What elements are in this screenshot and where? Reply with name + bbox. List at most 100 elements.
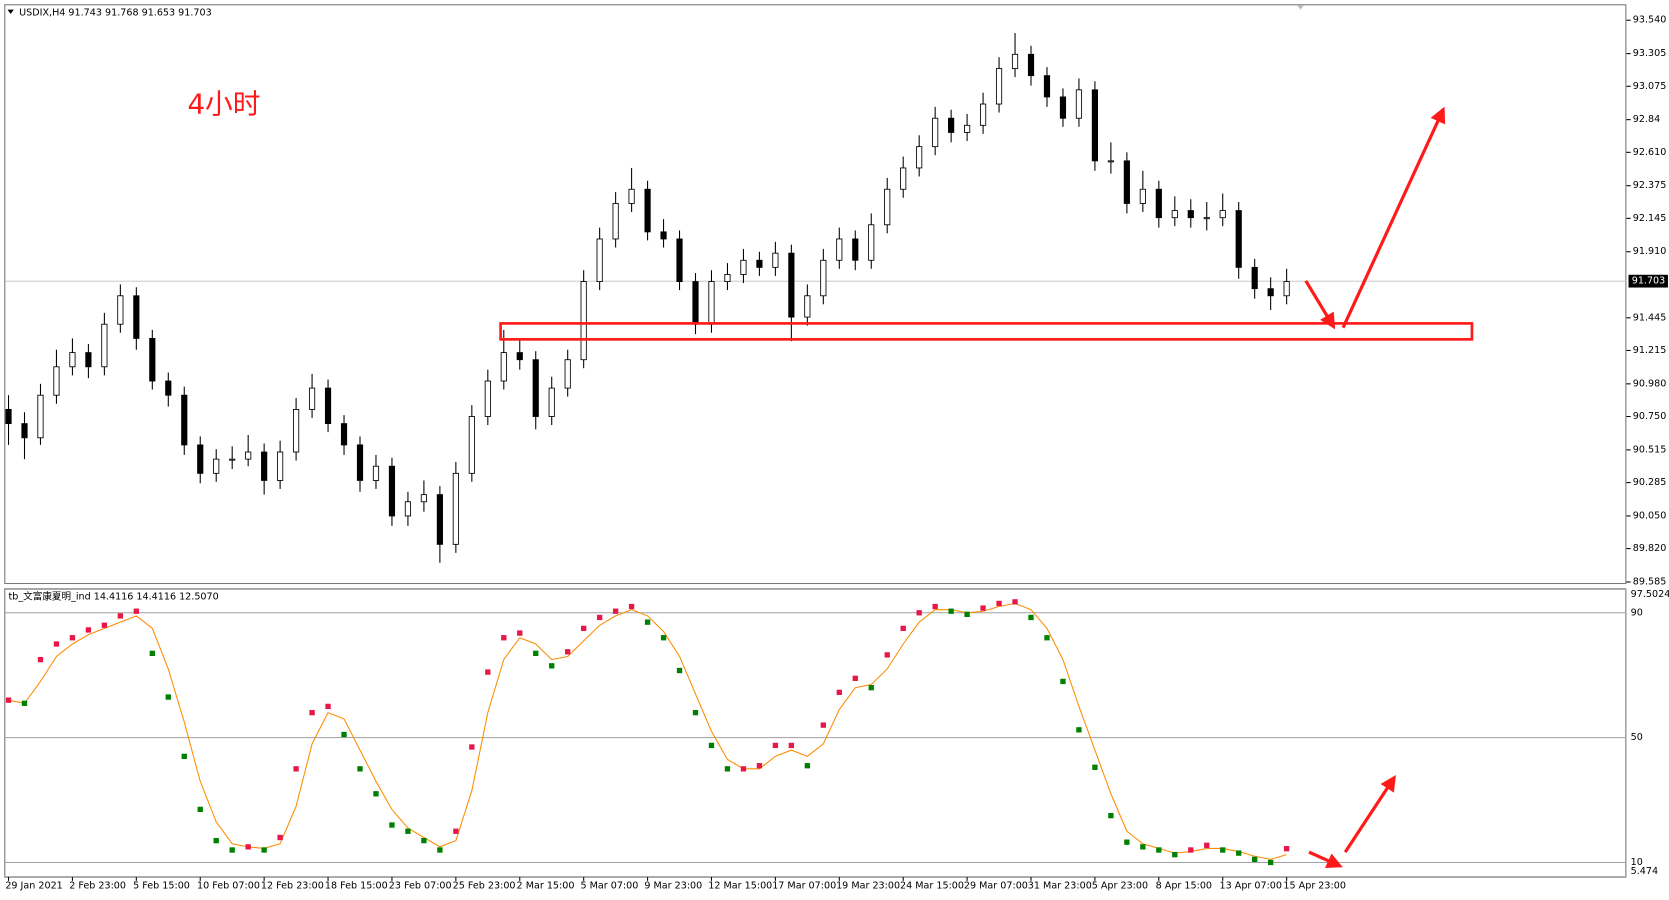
indicator-dot	[628, 603, 635, 610]
indicator-dot	[277, 834, 283, 841]
indicator-dot	[1252, 856, 1258, 863]
candle-body	[1091, 89, 1099, 162]
y-tick-label: 92.610	[1633, 147, 1667, 158]
indicator-dot	[437, 847, 443, 853]
main-header: USDIX,H4 91.743 91.768 91.653 91.703	[19, 7, 212, 18]
candle-body	[229, 458, 236, 461]
x-tick-label: 19 Mar 23:00	[836, 881, 900, 892]
candle-body	[340, 423, 348, 446]
indicator-dot	[1044, 635, 1050, 641]
candle-body	[484, 380, 491, 417]
candle-body	[660, 231, 667, 240]
candle-body	[676, 238, 683, 283]
candle-body	[1043, 75, 1051, 98]
x-tick-label: 12 Feb 23:00	[261, 881, 324, 892]
indicator-dot	[5, 697, 12, 703]
candle-body	[372, 465, 380, 481]
candle-body	[1011, 53, 1019, 69]
candle-body	[5, 408, 12, 425]
indicator-dot	[852, 675, 858, 681]
candle-body	[308, 387, 316, 410]
candle-body	[836, 238, 843, 261]
candle-body	[1123, 160, 1130, 204]
y-tick-label: 91.910	[1633, 246, 1667, 257]
candle-body	[820, 259, 827, 297]
y-tick-label: 90.515	[1633, 444, 1667, 455]
indicator-dot	[1076, 727, 1082, 733]
indicator-dot	[245, 844, 251, 850]
y-tick-label: 91.445	[1633, 312, 1667, 323]
signal-line	[8, 602, 1287, 860]
indicator-dot	[357, 766, 363, 772]
indicator-header: tb_文富康夏明_ind 14.4116 14.4116 12.5070	[9, 590, 219, 602]
indicator-dot	[1267, 859, 1274, 866]
x-tick-label: 9 Mar 23:00	[644, 881, 702, 892]
indicator-dot	[149, 650, 155, 657]
candle-body	[420, 494, 427, 503]
indicator-dot	[485, 669, 491, 675]
y-tick-label: 91.215	[1633, 345, 1667, 356]
indicator-dot	[69, 635, 76, 641]
candle-body	[724, 274, 731, 283]
indicator-dot	[37, 656, 44, 663]
candle-body	[277, 451, 284, 481]
y-tick-label: 90.750	[1633, 411, 1667, 422]
y-tick-label: 89.585	[1633, 576, 1667, 587]
y-tick-label: 90.050	[1633, 510, 1667, 521]
candle-body	[1139, 188, 1146, 204]
indicator-dot	[293, 766, 299, 772]
candle-body	[404, 501, 412, 517]
indicator-dot	[612, 608, 619, 614]
candle-body	[85, 352, 92, 368]
y-tick-label: 93.305	[1633, 48, 1667, 59]
indicator-dot	[165, 694, 171, 700]
indicator-dot	[1012, 599, 1018, 605]
candle-body	[772, 252, 779, 268]
indicator-dot	[996, 600, 1002, 607]
indicator-dot	[341, 731, 347, 738]
arrow-down	[1304, 280, 1336, 330]
indicator-arrow-down	[1308, 850, 1343, 869]
candle-body	[1171, 210, 1178, 219]
candle-body	[708, 281, 715, 325]
candle-body	[596, 238, 603, 283]
indicator-dot	[692, 709, 699, 716]
x-tick-label: 25 Feb 23:00	[453, 881, 516, 892]
y-tick-label: 10	[1631, 857, 1643, 868]
candle-body	[436, 494, 443, 545]
candle-body	[612, 203, 619, 240]
candle-body	[1155, 188, 1162, 219]
indicator-dot	[820, 722, 826, 728]
candle-body	[995, 68, 1003, 105]
x-tick-label: 12 Mar 15:00	[708, 881, 772, 892]
y-tick-label: 97.5024	[1631, 589, 1669, 600]
candle-body	[261, 451, 268, 481]
candle-body	[468, 416, 475, 474]
candle-body	[868, 224, 875, 261]
candle-body	[69, 352, 76, 368]
candle-body	[53, 366, 60, 396]
indicator-dot	[469, 744, 475, 750]
candle-body	[548, 387, 555, 417]
indicator-dot	[644, 619, 651, 625]
indicator-dot	[900, 625, 906, 632]
indicator-dot	[565, 649, 571, 655]
indicator-dot	[197, 806, 203, 813]
indicator-dot	[1172, 852, 1178, 858]
candle-body	[37, 394, 44, 439]
indicator-dot	[453, 828, 459, 834]
x-tick-label: 18 Feb 15:00	[325, 881, 388, 892]
candle-body	[1267, 288, 1274, 297]
y-tick-label: 92.145	[1633, 213, 1667, 224]
candle-body	[213, 458, 220, 474]
last-price-box	[1628, 274, 1668, 288]
indicator-dot	[708, 742, 715, 749]
indicator-dot	[868, 685, 874, 691]
y-tick-label: 90.285	[1633, 477, 1667, 488]
y-tick-label: 90.980	[1633, 378, 1667, 389]
menu-triangle[interactable]	[7, 9, 14, 14]
indicator-dot	[1204, 842, 1210, 848]
candle-body	[1219, 210, 1226, 219]
